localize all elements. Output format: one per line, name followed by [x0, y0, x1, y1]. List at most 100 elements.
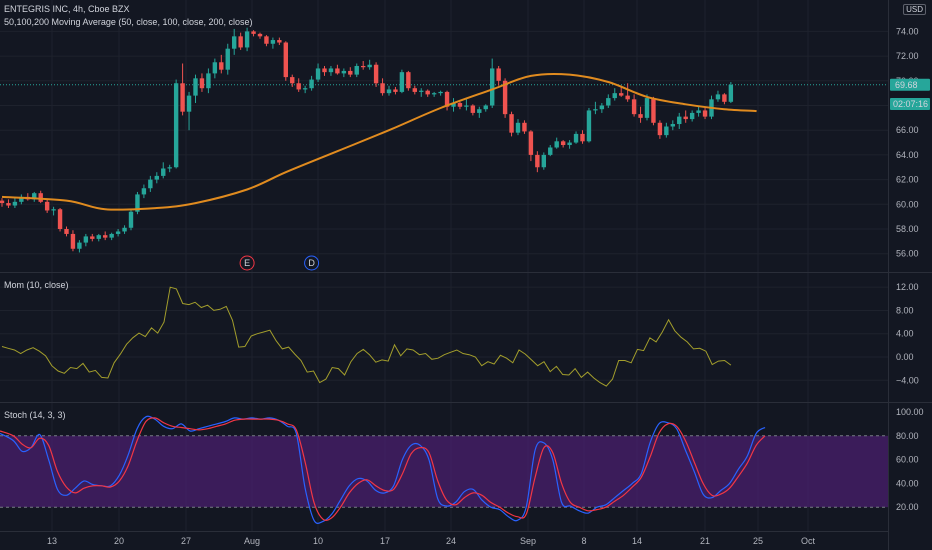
candle-body[interactable] — [161, 168, 166, 176]
candle-body[interactable] — [599, 105, 605, 110]
candle-body[interactable] — [51, 209, 56, 211]
candle-body[interactable] — [193, 78, 198, 96]
candle-body[interactable] — [638, 114, 643, 118]
candle-body[interactable] — [419, 90, 424, 92]
candle-body[interactable] — [96, 235, 101, 239]
candle-body[interactable] — [689, 112, 695, 120]
candle-body[interactable] — [573, 133, 579, 143]
candle-body[interactable] — [199, 78, 205, 89]
candle-body[interactable] — [296, 83, 301, 90]
candle-body[interactable] — [238, 36, 243, 48]
candle-body[interactable] — [257, 33, 263, 37]
candle-body[interactable] — [554, 141, 559, 148]
candle-body[interactable] — [103, 235, 108, 238]
candle-body[interactable] — [593, 109, 598, 111]
candle-body[interactable] — [83, 236, 89, 243]
candle-body[interactable] — [283, 42, 288, 78]
candle-body[interactable] — [386, 89, 392, 94]
candle-body[interactable] — [380, 83, 385, 94]
candle-body[interactable] — [464, 105, 469, 107]
event-marker-e[interactable] — [239, 255, 255, 271]
stoch-k-line[interactable] — [0, 415, 766, 524]
candle-body[interactable] — [393, 89, 398, 92]
candle-body[interactable] — [44, 201, 50, 211]
candle-body[interactable] — [728, 84, 734, 102]
candle-body[interactable] — [477, 109, 482, 113]
candle-body[interactable] — [399, 72, 405, 92]
candle-body[interactable] — [722, 94, 727, 102]
candle-body[interactable] — [541, 154, 546, 168]
candle-body[interactable] — [528, 131, 534, 155]
candle-body[interactable] — [348, 70, 353, 75]
candle-body[interactable] — [315, 68, 321, 80]
candle-body[interactable] — [496, 68, 501, 81]
candle-body[interactable] — [264, 36, 269, 44]
candle-body[interactable] — [109, 233, 114, 238]
candle-body[interactable] — [431, 93, 437, 95]
candle-body[interactable] — [412, 88, 417, 92]
candle-body[interactable] — [567, 142, 572, 146]
candle-body[interactable] — [522, 122, 527, 132]
candle-body[interactable] — [32, 193, 37, 200]
candle-body[interactable] — [535, 154, 540, 168]
candle-body[interactable] — [180, 83, 185, 112]
candle-body[interactable] — [683, 116, 688, 120]
candle-body[interactable] — [77, 242, 82, 249]
candle-body[interactable] — [651, 98, 656, 123]
candle-body[interactable] — [483, 105, 488, 110]
candle-body[interactable] — [606, 98, 611, 106]
candle-body[interactable] — [490, 68, 495, 106]
candle-body[interactable] — [644, 98, 650, 118]
candle-body[interactable] — [470, 105, 476, 113]
candle-body[interactable] — [128, 211, 134, 228]
candle-body[interactable] — [135, 194, 140, 212]
candle-body[interactable] — [206, 73, 211, 89]
candle-body[interactable] — [270, 40, 276, 44]
stoch-legend[interactable]: Stoch (14, 3, 3) — [4, 410, 66, 420]
candle-body[interactable] — [0, 200, 5, 204]
candle-body[interactable] — [232, 36, 237, 49]
candle-body[interactable] — [212, 62, 218, 74]
candle-body[interactable] — [367, 64, 372, 68]
candle-body[interactable] — [444, 91, 450, 107]
candle-body[interactable] — [309, 79, 314, 89]
momentum-line[interactable] — [1, 286, 732, 387]
mom-legend[interactable]: Mom (10, close) — [4, 280, 69, 290]
stoch-d-line[interactable] — [0, 417, 766, 521]
candle-body[interactable] — [670, 124, 675, 127]
candle-body[interactable] — [438, 91, 443, 94]
candle-body[interactable] — [619, 93, 624, 96]
candle-body[interactable] — [57, 209, 63, 229]
candle-body[interactable] — [167, 167, 172, 169]
candle-body[interactable] — [548, 147, 553, 155]
candle-body[interactable] — [90, 236, 95, 239]
candle-body[interactable] — [457, 103, 463, 107]
candle-body[interactable] — [664, 126, 669, 136]
candle-body[interactable] — [6, 203, 11, 206]
candle-body[interactable] — [515, 122, 521, 133]
candle-body[interactable] — [244, 31, 250, 48]
candle-body[interactable] — [715, 94, 721, 100]
candle-body[interactable] — [251, 31, 256, 34]
candle-body[interactable] — [335, 68, 340, 74]
candle-body[interactable] — [19, 196, 24, 202]
candle-body[interactable] — [277, 40, 282, 43]
candle-body[interactable] — [64, 229, 69, 234]
candle-body[interactable] — [173, 83, 179, 168]
event-marker-d[interactable] — [304, 255, 320, 271]
candle-body[interactable] — [612, 93, 617, 99]
candle-body[interactable] — [631, 99, 637, 115]
candle-body[interactable] — [12, 201, 18, 206]
candle-body[interactable] — [141, 188, 147, 195]
candle-body[interactable] — [354, 65, 359, 75]
candle-body[interactable] — [322, 68, 327, 73]
currency-button[interactable]: USD — [903, 4, 926, 15]
candle-body[interactable] — [70, 233, 76, 249]
candle-body[interactable] — [657, 122, 663, 136]
candle-body[interactable] — [580, 133, 585, 142]
candle-body[interactable] — [373, 64, 379, 84]
candle-body[interactable] — [148, 179, 153, 189]
candle-body[interactable] — [509, 114, 514, 133]
